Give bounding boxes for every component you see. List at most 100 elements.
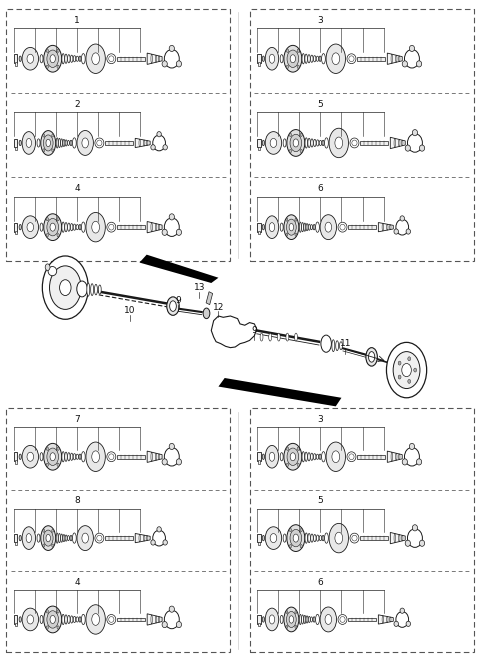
Ellipse shape	[46, 534, 50, 542]
Ellipse shape	[311, 534, 313, 542]
Ellipse shape	[313, 139, 316, 147]
Ellipse shape	[405, 145, 410, 151]
Ellipse shape	[304, 615, 306, 623]
Ellipse shape	[339, 342, 342, 350]
Ellipse shape	[79, 617, 81, 622]
Bar	[258, 542, 260, 545]
Ellipse shape	[48, 266, 57, 276]
Ellipse shape	[41, 525, 56, 551]
Ellipse shape	[44, 444, 61, 470]
Ellipse shape	[295, 625, 297, 629]
Ellipse shape	[151, 145, 156, 150]
Ellipse shape	[293, 139, 299, 147]
Ellipse shape	[72, 137, 76, 148]
Ellipse shape	[316, 56, 319, 61]
Ellipse shape	[289, 149, 291, 153]
Circle shape	[398, 361, 401, 365]
Ellipse shape	[408, 134, 422, 152]
Ellipse shape	[295, 233, 297, 236]
Ellipse shape	[394, 229, 398, 234]
Ellipse shape	[322, 535, 324, 541]
Ellipse shape	[67, 140, 70, 145]
Ellipse shape	[65, 452, 67, 461]
Ellipse shape	[287, 447, 288, 450]
Ellipse shape	[56, 137, 58, 148]
Ellipse shape	[350, 533, 359, 543]
Ellipse shape	[316, 140, 319, 146]
Ellipse shape	[63, 535, 65, 542]
Ellipse shape	[286, 333, 289, 341]
Ellipse shape	[37, 139, 40, 147]
Ellipse shape	[289, 134, 291, 137]
Ellipse shape	[43, 544, 45, 547]
Circle shape	[42, 256, 88, 319]
Bar	[258, 231, 260, 234]
Ellipse shape	[269, 615, 275, 624]
Ellipse shape	[311, 225, 312, 230]
Circle shape	[398, 375, 401, 379]
Ellipse shape	[319, 56, 321, 61]
Bar	[15, 231, 17, 234]
Ellipse shape	[406, 621, 410, 627]
Text: 5: 5	[318, 100, 324, 109]
Ellipse shape	[270, 138, 277, 147]
Text: 5: 5	[318, 496, 324, 506]
Ellipse shape	[92, 613, 99, 625]
Ellipse shape	[306, 616, 308, 623]
Bar	[258, 62, 260, 65]
Ellipse shape	[62, 222, 64, 232]
Ellipse shape	[164, 447, 179, 466]
Ellipse shape	[76, 225, 79, 230]
Ellipse shape	[300, 134, 302, 137]
Ellipse shape	[308, 616, 310, 623]
Bar	[6, 408, 230, 652]
Ellipse shape	[70, 535, 72, 541]
Bar	[14, 533, 17, 543]
Ellipse shape	[297, 49, 300, 52]
Ellipse shape	[262, 140, 264, 145]
Ellipse shape	[46, 447, 48, 450]
Ellipse shape	[293, 534, 299, 542]
Ellipse shape	[269, 333, 272, 341]
Ellipse shape	[322, 54, 325, 64]
Bar	[14, 223, 17, 231]
Ellipse shape	[286, 625, 288, 629]
Ellipse shape	[265, 216, 279, 239]
Ellipse shape	[420, 540, 425, 547]
Ellipse shape	[265, 608, 279, 631]
Ellipse shape	[82, 54, 85, 64]
Ellipse shape	[324, 533, 328, 543]
Polygon shape	[378, 615, 393, 624]
Text: 7: 7	[74, 415, 80, 424]
Ellipse shape	[76, 617, 79, 622]
Ellipse shape	[27, 54, 34, 63]
Ellipse shape	[68, 615, 70, 623]
Ellipse shape	[300, 222, 301, 232]
Ellipse shape	[46, 463, 48, 467]
Ellipse shape	[420, 145, 425, 151]
Text: 11: 11	[339, 339, 351, 348]
Ellipse shape	[65, 223, 67, 232]
Ellipse shape	[76, 56, 79, 61]
Ellipse shape	[412, 525, 418, 531]
Ellipse shape	[44, 46, 61, 72]
Ellipse shape	[313, 225, 315, 230]
Ellipse shape	[57, 609, 59, 613]
Ellipse shape	[19, 56, 21, 61]
Bar	[348, 225, 376, 229]
Ellipse shape	[284, 444, 302, 470]
Ellipse shape	[280, 55, 283, 63]
Ellipse shape	[26, 533, 32, 543]
Circle shape	[393, 352, 420, 389]
Circle shape	[49, 266, 81, 309]
Ellipse shape	[65, 535, 67, 541]
Ellipse shape	[290, 55, 296, 63]
Text: 2: 2	[74, 100, 80, 109]
Ellipse shape	[319, 454, 321, 459]
Ellipse shape	[262, 56, 264, 61]
Ellipse shape	[163, 145, 168, 150]
Ellipse shape	[153, 135, 166, 151]
Ellipse shape	[350, 138, 359, 148]
Ellipse shape	[107, 615, 116, 625]
Ellipse shape	[169, 606, 174, 612]
